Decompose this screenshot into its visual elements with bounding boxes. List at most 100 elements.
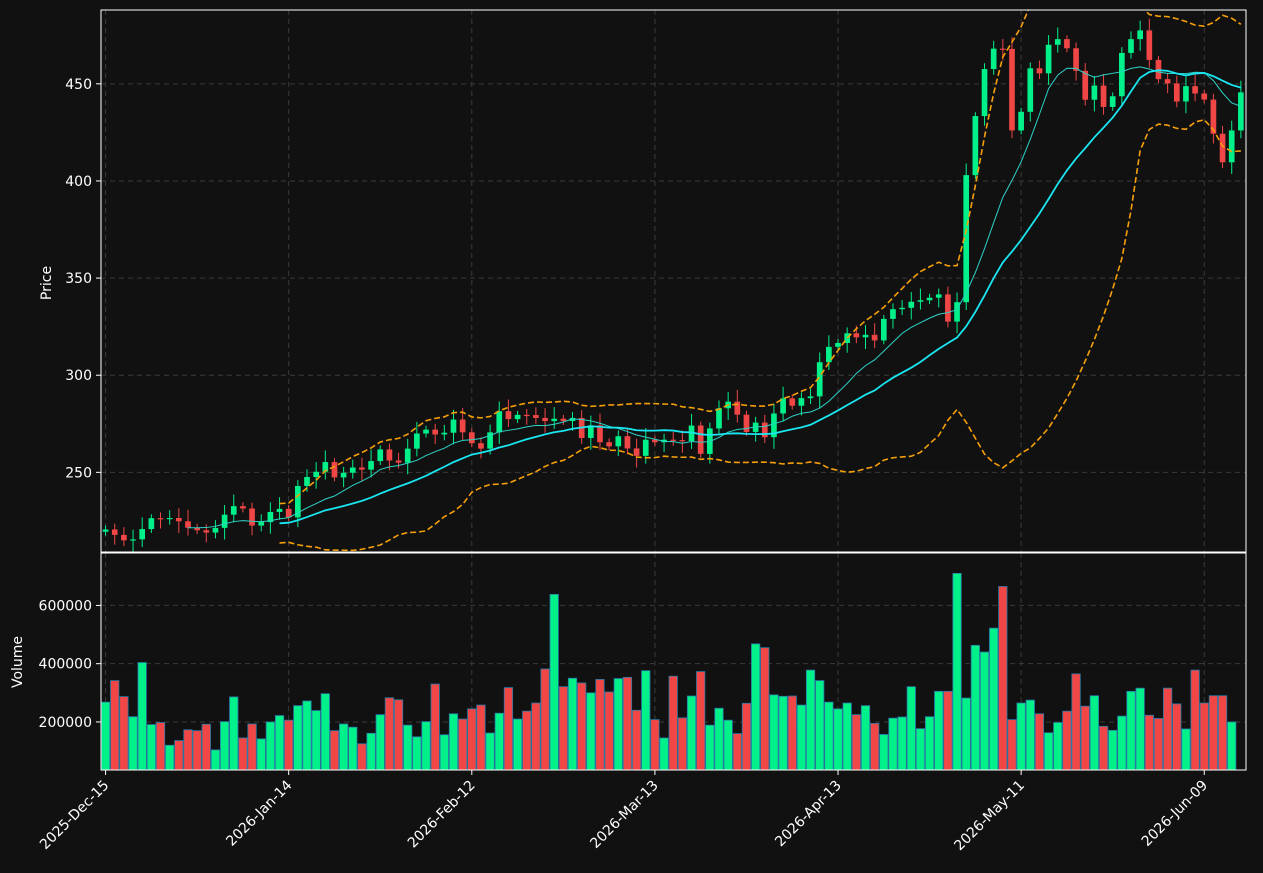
volume-bar <box>128 716 138 770</box>
volume-bar <box>888 717 898 770</box>
candle-body <box>194 527 200 531</box>
volume-bar <box>778 695 788 770</box>
volume-bar <box>842 702 852 770</box>
candle-body <box>386 449 393 461</box>
candle-body <box>1091 85 1098 100</box>
volume-bar <box>906 686 916 770</box>
candle-body <box>652 439 658 443</box>
lower-band-line <box>279 118 1241 552</box>
volume-bar <box>1227 721 1237 770</box>
candle-body <box>1045 44 1052 74</box>
volume-bar <box>375 714 385 770</box>
volume-tick-label: 400000 <box>39 657 92 673</box>
volume-bar <box>943 690 953 770</box>
volume-bar <box>155 722 166 770</box>
volume-bar <box>1025 699 1035 770</box>
volume-bar <box>274 715 285 770</box>
candle-body <box>533 415 539 418</box>
candle-body <box>340 472 347 478</box>
volume-bar <box>998 586 1008 770</box>
volume-bar <box>796 704 807 770</box>
candle-body <box>450 419 457 433</box>
candle-body <box>349 467 356 473</box>
candle-body <box>322 462 329 472</box>
volume-bar <box>696 671 706 770</box>
volume-bar <box>989 627 999 770</box>
slow-ma-line <box>279 69 1242 525</box>
volume-bar <box>485 732 495 770</box>
volume-bar <box>705 724 715 770</box>
candle-body <box>148 518 155 530</box>
candle-body <box>496 411 503 433</box>
volume-bar <box>339 723 349 770</box>
candle-body <box>871 334 878 341</box>
candle-body <box>157 518 164 520</box>
candle-body <box>404 448 411 463</box>
candle-body <box>1210 99 1217 134</box>
candle-body <box>1146 30 1153 60</box>
candle-body <box>899 307 905 310</box>
candle-body <box>139 529 146 540</box>
volume-bar <box>741 702 752 770</box>
volume-bar <box>970 644 980 770</box>
volume-bar <box>357 743 367 770</box>
volume-bar <box>613 678 623 770</box>
volume-bar <box>531 702 541 770</box>
volume-bar <box>897 716 907 770</box>
candle-body <box>395 460 402 463</box>
volume-bar <box>165 744 175 770</box>
candle-body <box>523 414 530 417</box>
volume-bar <box>412 736 422 770</box>
volume-bar <box>549 593 559 770</box>
price-axis-label: Price <box>39 266 55 300</box>
volume-bar <box>961 697 971 770</box>
candle-body <box>642 439 649 456</box>
volume-bar <box>458 718 468 770</box>
candle-body <box>917 300 924 302</box>
volume-bar <box>787 695 797 770</box>
volume-bar <box>915 728 926 770</box>
volume-bar <box>751 643 761 770</box>
volume-bar <box>805 669 816 770</box>
candle-body <box>926 297 933 301</box>
volume-tick-label: 600000 <box>39 598 92 614</box>
price-tick-label: 400 <box>65 174 92 190</box>
candle-body <box>212 527 219 533</box>
volume-axis-label: Volume <box>10 636 26 688</box>
candle-body <box>1009 48 1015 131</box>
upper-band-line <box>279 10 1242 505</box>
volume-bar <box>247 723 257 770</box>
volume-bar <box>577 682 587 770</box>
volume-bar <box>1190 669 1200 770</box>
volume-bar <box>567 677 578 770</box>
volume-bar <box>1062 710 1072 770</box>
volume-bar <box>229 696 239 770</box>
candle-body <box>789 398 796 406</box>
volume-bar <box>384 697 395 770</box>
volume-bar <box>659 737 669 770</box>
volume-bar <box>448 713 459 770</box>
candle-body <box>853 333 860 338</box>
candle-body <box>972 116 979 176</box>
candle-body <box>1064 39 1070 49</box>
candle-body <box>295 485 301 518</box>
price-panel: 250 300 350 400 450 <box>65 9 1247 553</box>
volume-bar <box>1043 732 1054 770</box>
candle-body <box>230 506 237 515</box>
volume-bar <box>293 705 303 770</box>
candle-body <box>780 398 786 414</box>
candle-body <box>670 439 677 441</box>
candle-body <box>542 417 548 422</box>
candle-body <box>1054 39 1061 45</box>
candle-body <box>963 175 970 303</box>
volume-bar <box>219 721 230 770</box>
volume-bar <box>210 749 221 770</box>
candle-body <box>377 449 384 462</box>
candle-body <box>166 518 173 520</box>
candle-body <box>258 522 265 526</box>
volume-bar <box>393 699 404 770</box>
volume-bar <box>512 718 523 770</box>
volume-bar <box>467 708 477 770</box>
candle-body <box>285 508 292 518</box>
volume-bar <box>760 647 770 770</box>
